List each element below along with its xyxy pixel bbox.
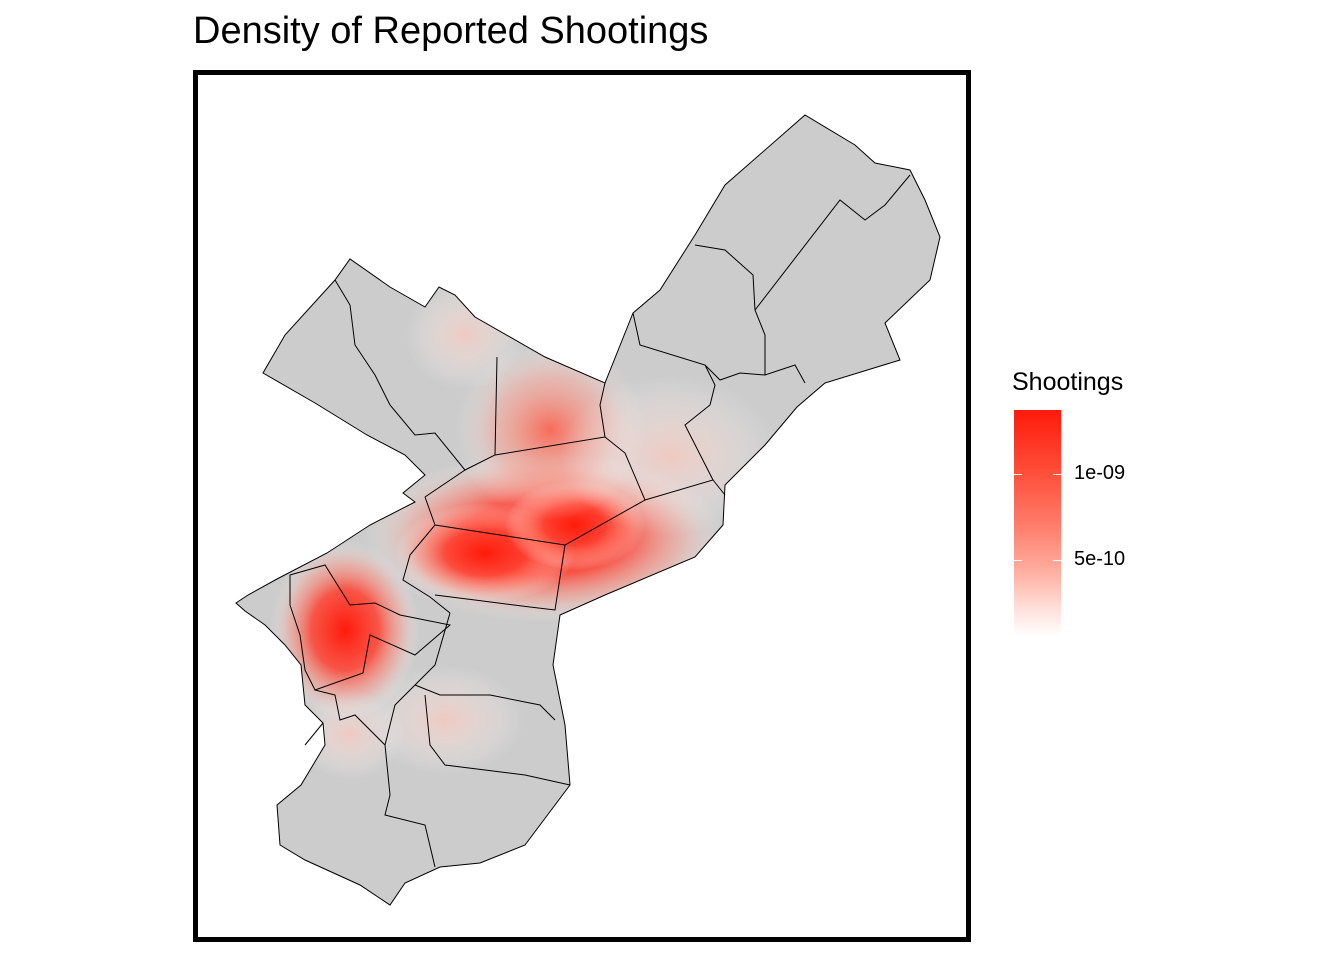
legend-title: Shootings xyxy=(1012,368,1124,396)
hotspot-near-northeast xyxy=(560,375,780,535)
legend-tick-1e-09-left xyxy=(1014,474,1022,475)
legend-tick-1e-09-right xyxy=(1053,474,1061,475)
legend: Shootings 1e-09 5e-10 xyxy=(1012,368,1212,648)
map-panel xyxy=(193,70,971,942)
legend-tick-5e-10-right xyxy=(1053,560,1061,561)
hotspot-southwest xyxy=(295,690,405,780)
district-boundaries xyxy=(289,174,911,868)
legend-tick-5e-10-left xyxy=(1014,560,1022,561)
legend-color-bar xyxy=(1014,410,1061,636)
legend-tick-label-1e-09: 1e-09 xyxy=(1074,462,1126,484)
legend-tick-label-5e-10: 5e-10 xyxy=(1074,548,1126,570)
map-svg xyxy=(235,114,941,906)
hotspot-south xyxy=(365,665,525,775)
chart-title: Density of Reported Shootings xyxy=(193,10,709,52)
